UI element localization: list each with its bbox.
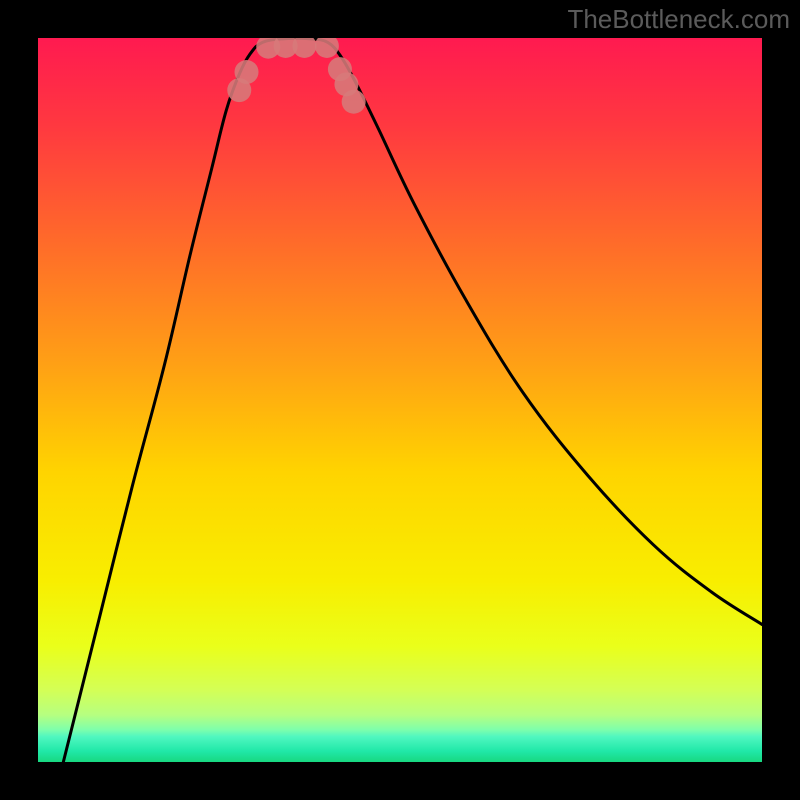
- chart-canvas: TheBottleneck.com: [0, 0, 800, 800]
- data-marker: [342, 90, 366, 114]
- plot-svg: [38, 38, 762, 762]
- data-marker: [235, 60, 259, 84]
- watermark-text: TheBottleneck.com: [567, 4, 790, 35]
- plot-area: [38, 38, 762, 762]
- gradient-background: [38, 38, 762, 762]
